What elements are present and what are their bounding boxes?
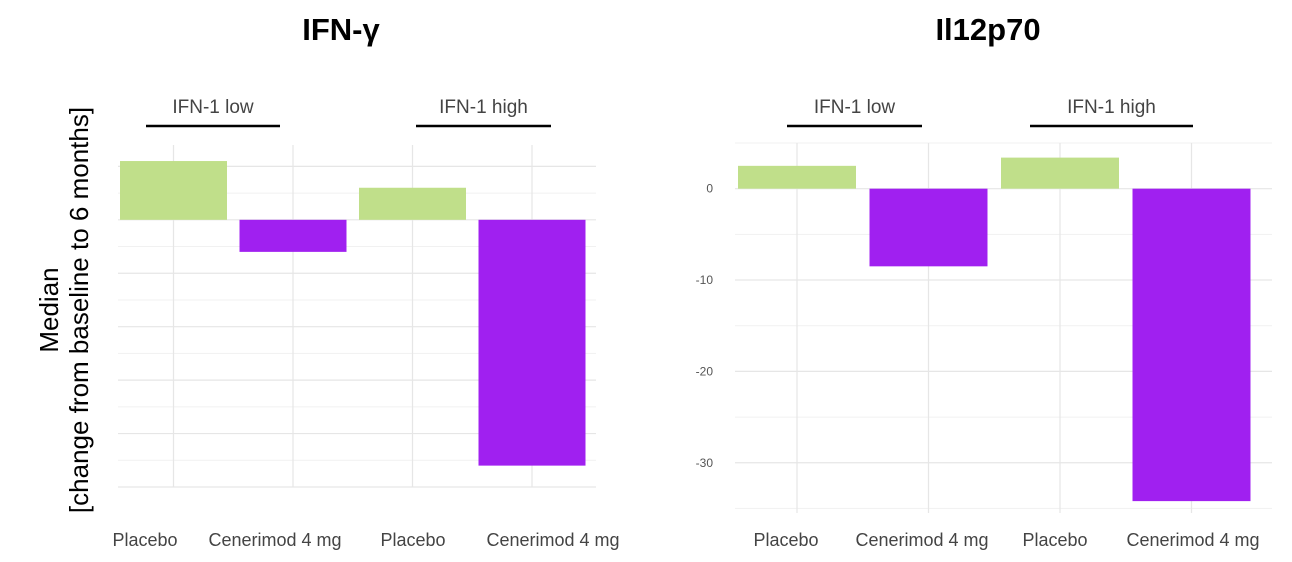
y-axis-label: Median [change from baseline to 6 months… — [34, 107, 94, 513]
y-tick-labels-il12p70: 0 -10 -20 -30 — [696, 182, 714, 470]
chart-title-ifn-gamma: IFN-γ — [302, 12, 380, 47]
chart-il12p70: Il12p70 0 -10 -20 -30 IFN-1 low IFN-1 high P… — [696, 12, 1272, 550]
category-label: Cenerimod 4 mg — [486, 530, 619, 550]
group-label: IFN-1 high — [439, 97, 528, 118]
category-labels-ifn-gamma: Placebo Cenerimod 4 mg Placebo Cenerimod 4 … — [112, 530, 619, 550]
bar-placebo — [738, 165, 856, 189]
category-label: Placebo — [753, 530, 818, 550]
bar-placebo — [1001, 157, 1119, 189]
y-axis-label-line1: Median — [34, 267, 64, 352]
group-label: IFN-1 low — [172, 97, 254, 118]
group-label: IFN-1 low — [814, 97, 896, 118]
bars-il12p70 — [738, 157, 1251, 502]
y-tick-label: 0 — [706, 182, 713, 196]
category-label: Placebo — [112, 530, 177, 550]
category-label: Cenerimod 4 mg — [855, 530, 988, 550]
y-tick-label: -20 — [696, 364, 714, 378]
category-labels-il12p70: Placebo Cenerimod 4 mg Placebo Cenerimod 4 … — [753, 530, 1259, 550]
category-label: Placebo — [380, 530, 445, 550]
y-axis-label-line2: [change from baseline to 6 months] — [64, 107, 94, 513]
bar-cenerimod — [478, 219, 586, 466]
category-label: Placebo — [1022, 530, 1087, 550]
chart-ifn-gamma: IFN-γ IFN-1 low IFN-1 high Placebo Cenerim… — [112, 12, 619, 550]
bar-placebo — [120, 161, 227, 220]
bar-cenerimod — [869, 188, 988, 267]
category-label: Cenerimod 4 mg — [208, 530, 341, 550]
category-label: Cenerimod 4 mg — [1126, 530, 1259, 550]
chart-title-il12p70: Il12p70 — [935, 12, 1040, 47]
bar-placebo — [359, 187, 466, 220]
y-tick-label: -30 — [696, 456, 714, 470]
group-brackets-ifn-gamma: IFN-1 low IFN-1 high — [146, 97, 551, 128]
group-brackets-il12p70: IFN-1 low IFN-1 high — [787, 97, 1193, 128]
y-tick-label: -10 — [696, 273, 714, 287]
bar-cenerimod — [239, 219, 347, 252]
bars-ifn-gamma — [120, 161, 586, 466]
group-label: IFN-1 high — [1067, 97, 1156, 118]
bar-cenerimod — [1132, 188, 1251, 502]
